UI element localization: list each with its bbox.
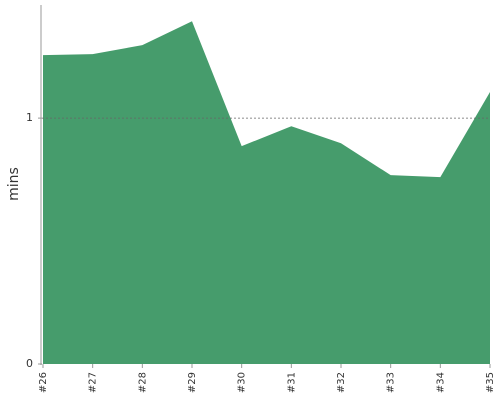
y-tick-label: 0 [26,357,33,370]
x-tick-label: #28 [137,372,148,393]
x-tick-label: #29 [187,372,198,393]
x-tick-label: #33 [386,372,397,393]
y-axis-label: mins [6,167,22,201]
x-tick-label: #31 [286,372,297,393]
y-tick-label: 1 [26,111,33,124]
x-tick-label: #32 [336,372,347,393]
x-tick-label: #34 [435,372,446,393]
x-tick-label: #27 [88,372,99,393]
x-tick-label: #30 [237,372,248,393]
x-tick-label: #26 [38,372,49,393]
x-tick-label: #35 [485,372,496,393]
area [43,21,490,365]
